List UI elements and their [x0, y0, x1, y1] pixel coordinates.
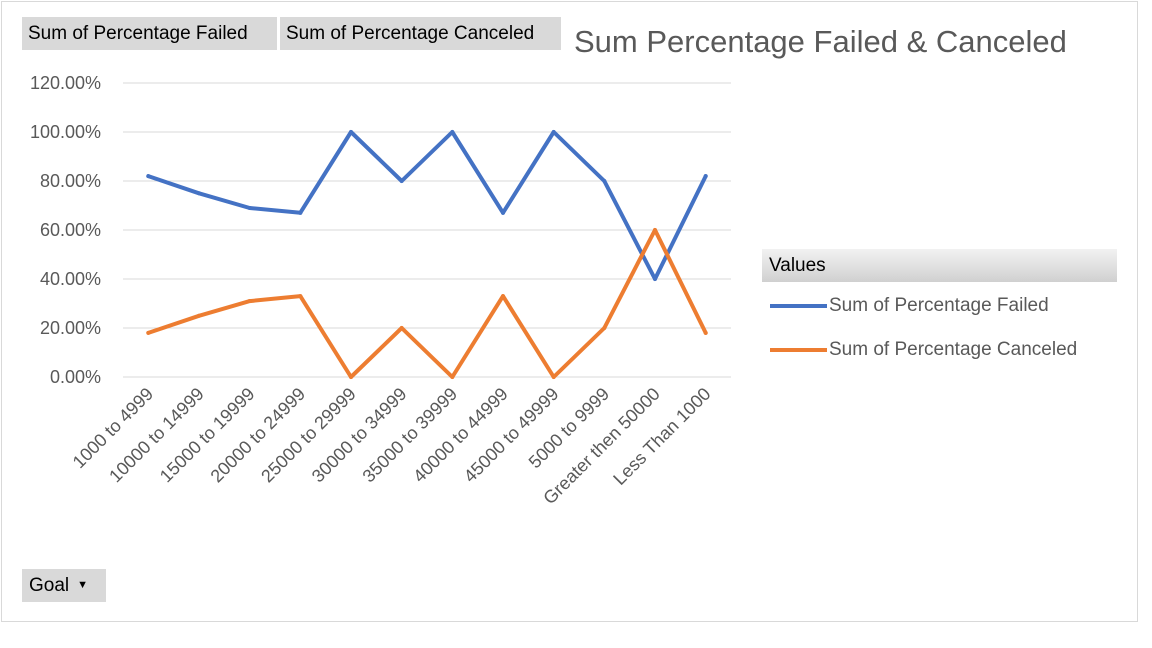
- data-point[interactable]: [349, 130, 353, 134]
- y-tick-label: 20.00%: [40, 318, 101, 338]
- data-point[interactable]: [146, 330, 151, 335]
- data-point[interactable]: [197, 191, 201, 196]
- y-axis-ticks: 0.00% 20.00% 40.00% 60.00% 80.00% 100.00% 120.…: [30, 73, 101, 387]
- data-point[interactable]: [551, 375, 556, 379]
- legend-item-canceled[interactable]: Sum of Percentage Canceled: [770, 338, 1077, 362]
- legend-label-canceled: Sum of Percentage Canceled: [829, 339, 1078, 360]
- legend-swatch-canceled: [770, 348, 827, 352]
- data-point[interactable]: [602, 179, 607, 183]
- dropdown-arrow-icon: ▼: [77, 579, 89, 592]
- data-point[interactable]: [450, 130, 455, 134]
- data-point[interactable]: [298, 294, 303, 299]
- series-lines: [146, 130, 708, 379]
- series-line-failed[interactable]: [146, 130, 708, 281]
- data-point[interactable]: [501, 294, 505, 299]
- data-point[interactable]: [501, 210, 505, 215]
- data-point[interactable]: [653, 228, 657, 232]
- field-button-percentage-failed[interactable]: Sum of Percentage Failed: [22, 17, 278, 50]
- data-point[interactable]: [298, 210, 303, 215]
- data-point[interactable]: [247, 205, 252, 210]
- y-tick-label: 60.00%: [40, 220, 101, 240]
- legend-header[interactable]: Values: [762, 249, 1117, 282]
- legend-swatch-failed: [770, 304, 827, 308]
- data-point[interactable]: [399, 326, 404, 330]
- legend-label-failed: Sum of Percentage Failed: [829, 295, 1049, 316]
- data-point[interactable]: [197, 313, 201, 318]
- data-point[interactable]: [399, 179, 404, 183]
- field-button-percentage-canceled[interactable]: Sum of Percentage Canceled: [280, 17, 562, 50]
- gridlines: [123, 82, 731, 378]
- data-point[interactable]: [349, 375, 353, 379]
- y-tick-label: 120.00%: [30, 73, 101, 93]
- data-point[interactable]: [703, 174, 708, 179]
- data-point[interactable]: [602, 326, 607, 330]
- data-point[interactable]: [703, 330, 708, 335]
- data-point[interactable]: [653, 277, 657, 281]
- y-tick-label: 0.00%: [50, 367, 101, 387]
- data-point[interactable]: [450, 375, 455, 379]
- data-point[interactable]: [551, 130, 556, 134]
- y-tick-label: 100.00%: [30, 122, 101, 142]
- y-tick-label: 40.00%: [40, 269, 101, 289]
- goal-label: Goal: [29, 575, 70, 596]
- goal-filter-button[interactable]: Goal ▼: [22, 569, 106, 602]
- data-point[interactable]: [247, 299, 252, 304]
- data-point[interactable]: [146, 174, 151, 179]
- y-tick-label: 80.00%: [40, 171, 101, 191]
- chart-title: Sum Percentage Failed & Canceled: [574, 24, 1067, 59]
- series-line-canceled[interactable]: [146, 228, 708, 379]
- chart-area: [1, 1, 1138, 622]
- legend-item-failed[interactable]: Sum of Percentage Failed: [770, 294, 1049, 318]
